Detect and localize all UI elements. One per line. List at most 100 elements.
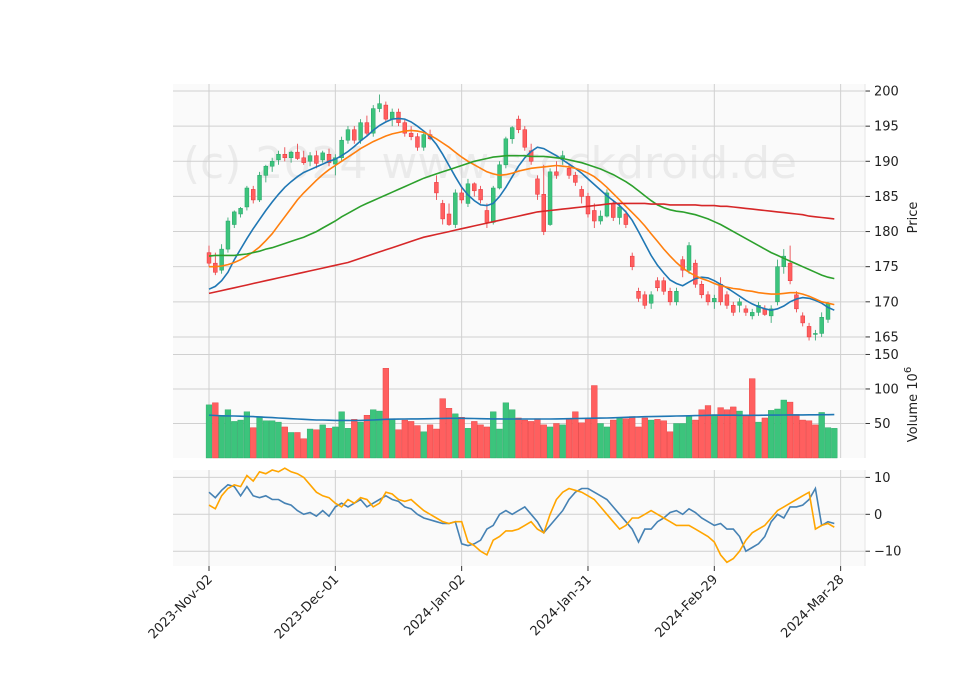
volume-bar: [603, 426, 611, 459]
candle: [244, 185, 250, 211]
candle: [655, 277, 660, 292]
volume-average-line: [208, 413, 835, 422]
volume-bar: [780, 399, 787, 459]
volume-axis-label: Volume 106: [903, 367, 921, 442]
candle-body: [314, 155, 319, 164]
volume-bar: [237, 419, 244, 459]
candle: [453, 189, 458, 229]
candle: [314, 150, 319, 169]
candle-body: [680, 259, 685, 271]
candle: [396, 108, 401, 127]
candle-body: [699, 284, 704, 296]
candle: [737, 298, 742, 313]
volume-bar: [300, 438, 307, 459]
candle-body: [819, 317, 824, 334]
candle-body: [339, 139, 344, 159]
indicator-tick-label: 0: [874, 508, 882, 523]
volume-bar: [509, 409, 516, 459]
candle: [712, 294, 717, 309]
volume-bar: [559, 424, 566, 459]
candle: [724, 291, 730, 309]
indicator-tick-label: −10: [874, 545, 901, 560]
candle-body: [737, 301, 742, 306]
volume-bar: [805, 420, 813, 459]
candle-body: [579, 189, 584, 197]
volume-bar: [546, 426, 554, 459]
volume-bar: [414, 425, 421, 459]
volume-bar: [774, 408, 781, 459]
candle-body: [269, 161, 275, 167]
candle: [446, 203, 452, 226]
candle: [617, 203, 622, 225]
price-tick-label: 195: [874, 120, 899, 135]
candle-body: [800, 315, 805, 324]
moving-average-line-1: [208, 117, 835, 312]
price-tick-label: 175: [874, 260, 899, 275]
candle: [478, 185, 483, 204]
candle-body: [225, 220, 231, 250]
candle: [592, 203, 597, 229]
volume-bar: [269, 420, 276, 459]
volume-bar: [332, 426, 339, 459]
candle-body: [705, 294, 711, 303]
candle-body: [453, 192, 458, 225]
candle-body: [724, 294, 730, 306]
volume-bar: [477, 424, 484, 459]
volume-bar: [629, 416, 636, 459]
x-tick-label: 2024-Feb-29: [653, 572, 722, 641]
moving-average-line-3: [208, 154, 835, 280]
candle: [800, 312, 805, 327]
volume-bar: [445, 408, 453, 459]
candle-body: [415, 136, 420, 148]
candle-body: [503, 138, 509, 166]
price-tick-label: 200: [874, 85, 899, 100]
candle: [345, 126, 351, 144]
volume-bar: [325, 428, 333, 459]
volume-bar: [281, 426, 288, 459]
volume-bar: [288, 432, 295, 459]
candle-body: [617, 206, 622, 218]
volume-bar: [572, 411, 579, 459]
volume-bar: [471, 421, 478, 459]
candle-body: [232, 211, 237, 225]
candle: [787, 245, 793, 285]
volume-bar: [464, 428, 472, 459]
candle: [269, 157, 275, 172]
volume-bar: [761, 417, 768, 459]
candle-body: [541, 194, 546, 232]
volume-bar: [824, 427, 832, 459]
x-tick-label: 2023-Dec-01: [272, 572, 342, 642]
volume-bar: [685, 415, 693, 459]
x-tick-label: 2024-Jan-31: [528, 572, 595, 639]
candle: [295, 143, 300, 160]
candle-body: [636, 291, 641, 299]
candle-body: [459, 192, 464, 201]
candle-body: [446, 213, 452, 225]
candle-body: [333, 157, 338, 165]
indicator-tick-label: 10: [874, 471, 891, 486]
candle-body: [377, 103, 382, 109]
candle-body: [629, 255, 635, 267]
candle: [699, 280, 704, 299]
candle: [225, 217, 231, 253]
x-tick-label: 2024-Mar-28: [778, 572, 847, 641]
volume-bar: [408, 421, 415, 459]
candle: [749, 308, 755, 320]
candle: [206, 245, 212, 267]
volume-bar: [578, 422, 585, 459]
candle-body: [686, 245, 692, 271]
candle-body: [263, 165, 269, 176]
candle-body: [731, 305, 736, 313]
candle: [307, 152, 313, 167]
candle: [554, 161, 559, 179]
candle: [257, 171, 262, 203]
volume-bar: [256, 416, 263, 459]
candle: [339, 136, 344, 162]
candle: [598, 210, 603, 225]
volume-bar: [635, 426, 642, 459]
candle-body: [421, 134, 426, 148]
volume-bar: [648, 419, 655, 459]
candle: [516, 115, 521, 134]
candle: [661, 277, 666, 295]
volume-bar: [565, 418, 573, 459]
